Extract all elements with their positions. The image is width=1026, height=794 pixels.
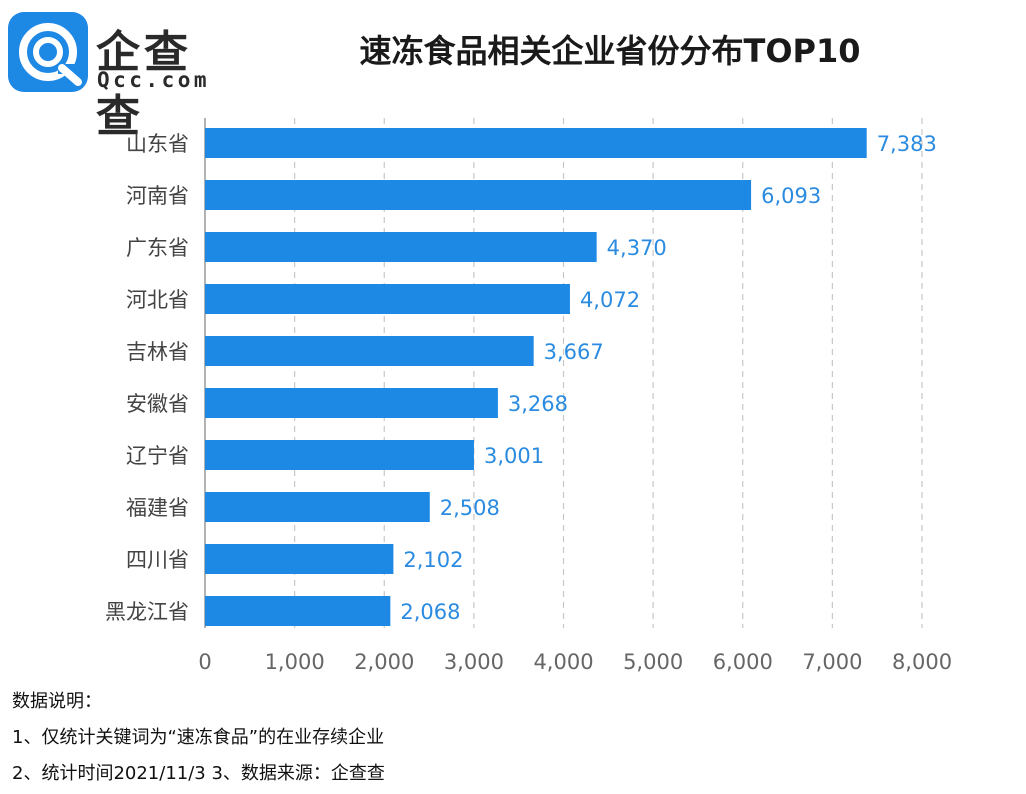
category-label: 河南省 bbox=[126, 184, 189, 208]
category-label: 黑龙江省 bbox=[105, 600, 189, 624]
x-tick-label: 4,000 bbox=[533, 650, 593, 674]
notes-line-2: 2、统计时间2021/11/3 3、数据来源：企查查 bbox=[12, 763, 385, 784]
category-label: 福建省 bbox=[126, 496, 189, 520]
bar bbox=[205, 128, 867, 158]
logo-domain: Qcc.com bbox=[97, 68, 211, 92]
bar bbox=[205, 388, 498, 418]
labels: 0 1,000 2,000 3,000 4,000 5,000 6,000 7,000 8,00… bbox=[105, 132, 952, 674]
value-label: 4,370 bbox=[607, 236, 667, 260]
value-label: 6,093 bbox=[761, 184, 821, 208]
bar bbox=[205, 440, 474, 470]
category-label: 安徽省 bbox=[126, 392, 189, 416]
notes-heading: 数据说明： bbox=[12, 691, 102, 712]
data-notes: 数据说明： 1、仅统计关键词为“速冻食品”的在业存续企业 2、统计时间2021/… bbox=[12, 684, 385, 792]
bar bbox=[205, 596, 391, 626]
category-label: 四川省 bbox=[126, 548, 189, 572]
value-label: 2,508 bbox=[440, 496, 500, 520]
category-label: 山东省 bbox=[126, 132, 189, 156]
x-tick-label: 8,000 bbox=[892, 650, 952, 674]
bar bbox=[205, 336, 534, 366]
bar bbox=[205, 544, 394, 574]
qcc-logo-icon bbox=[8, 12, 88, 92]
bar bbox=[205, 284, 570, 314]
grid-lines bbox=[204, 118, 923, 628]
bar bbox=[205, 492, 430, 522]
x-tick-label: 1,000 bbox=[265, 650, 325, 674]
logo-name: 企查查 bbox=[96, 27, 192, 142]
value-label: 3,001 bbox=[484, 444, 544, 468]
bar bbox=[205, 232, 597, 262]
bar-chart: 0 1,000 2,000 3,000 4,000 5,000 6,000 7,000 8,00… bbox=[105, 118, 952, 674]
value-label: 4,072 bbox=[580, 288, 640, 312]
x-tick-label: 3,000 bbox=[444, 650, 504, 674]
value-label: 2,102 bbox=[403, 548, 463, 572]
category-label: 吉林省 bbox=[126, 340, 189, 364]
value-label: 3,667 bbox=[544, 340, 604, 364]
bar bbox=[205, 180, 752, 210]
x-tick-label: 2,000 bbox=[354, 650, 414, 674]
chart-title: 速冻食品相关企业省份分布TOP10 bbox=[359, 32, 861, 70]
category-label: 辽宁省 bbox=[126, 444, 189, 468]
brand-logo: 企查查 Qcc.com bbox=[4, 8, 234, 142]
category-label: 广东省 bbox=[126, 236, 189, 260]
bars bbox=[205, 128, 867, 626]
value-label: 7,383 bbox=[877, 132, 937, 156]
category-label: 河北省 bbox=[126, 288, 189, 312]
x-tick-label: 7,000 bbox=[802, 650, 862, 674]
x-tick-label: 5,000 bbox=[623, 650, 683, 674]
value-label: 3,268 bbox=[508, 392, 568, 416]
x-tick-label: 6,000 bbox=[713, 650, 773, 674]
value-label: 2,068 bbox=[400, 600, 460, 624]
notes-line-1: 1、仅统计关键词为“速冻食品”的在业存续企业 bbox=[12, 727, 385, 748]
x-tick-label: 0 bbox=[198, 650, 211, 674]
